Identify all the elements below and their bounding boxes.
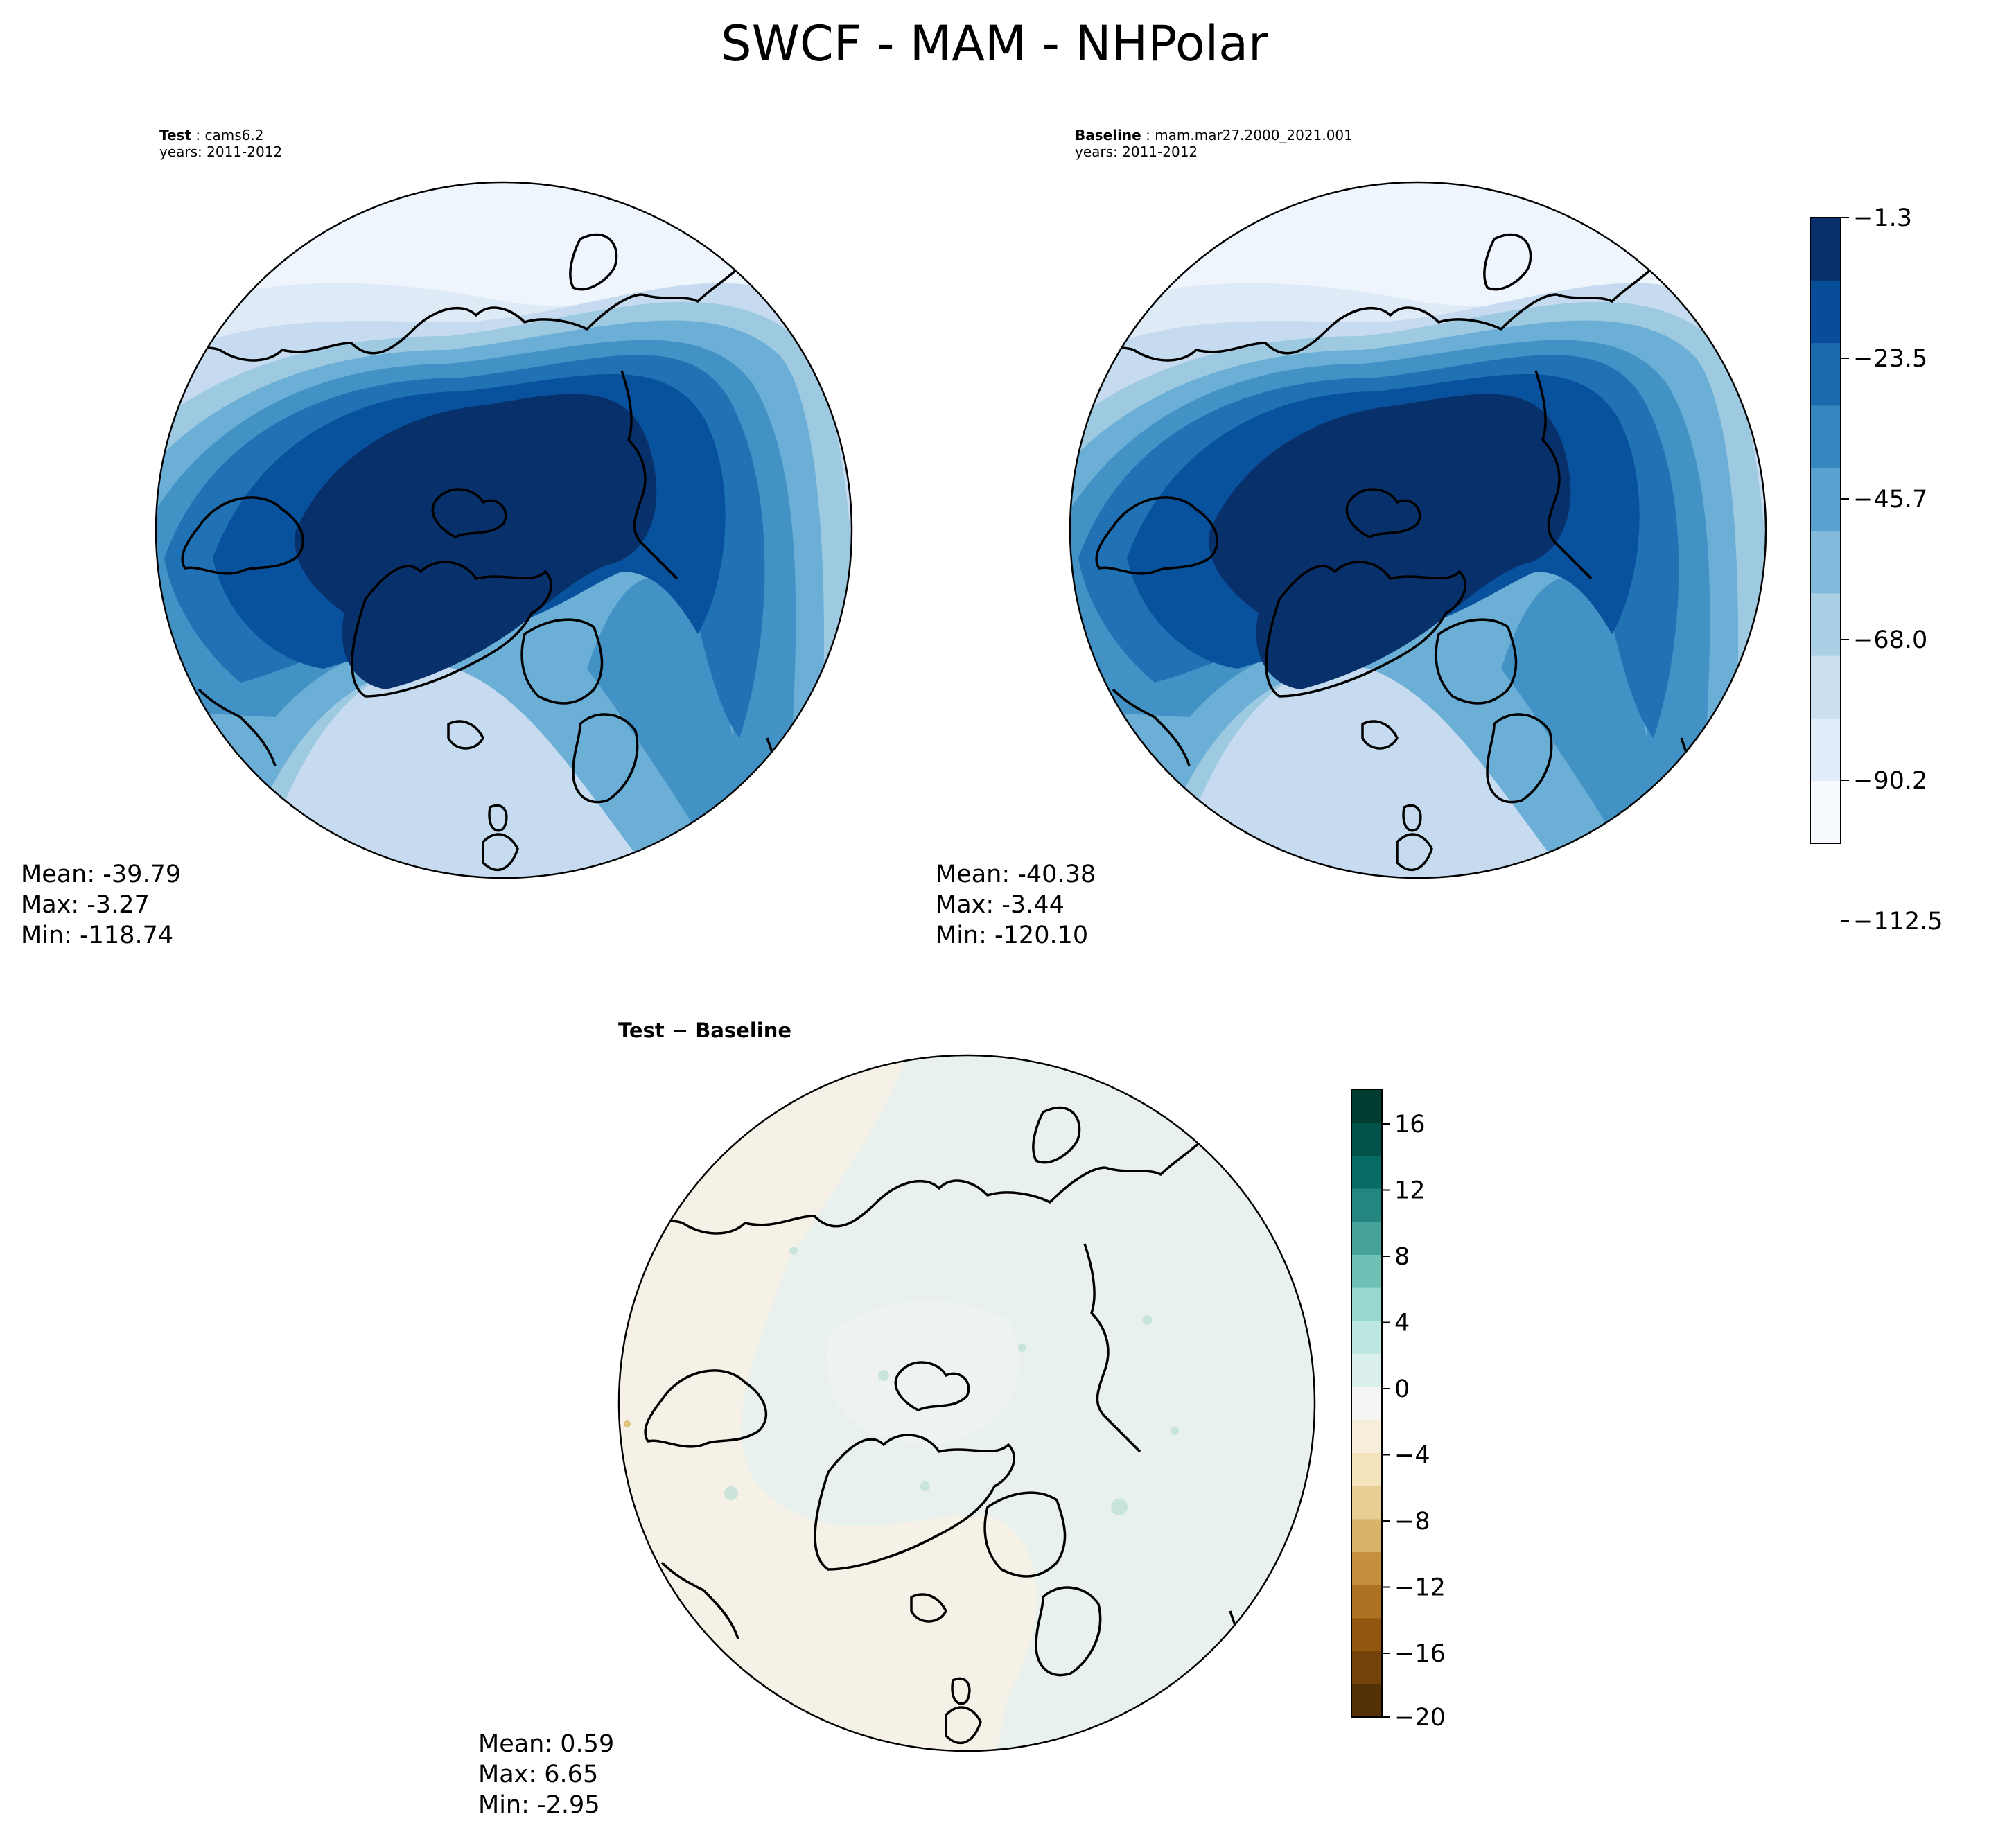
main-colorbar-frame [1810,217,1841,844]
test-title-sep: : [191,127,205,143]
diff-mean: Mean: 0.59 [478,1730,615,1758]
diff-colorbar-swatch [1351,1452,1382,1486]
baseline-title-label: Baseline [1075,127,1141,143]
test-case-name: cams6.2 [204,127,264,143]
diff-colorbar-swatch [1351,1089,1382,1123]
main-colorbar-swatch [1810,718,1841,782]
baseline-mean: Mean: -40.38 [936,861,1096,888]
baseline-case-name: mam.mar27.2000_2021.001 [1155,127,1353,143]
diff-colorbar-swatch [1351,1551,1382,1585]
diff-colorbar-swatch [1351,1387,1382,1420]
diff-colorbar-swatch [1351,1188,1382,1222]
diff-max: Max: 6.65 [478,1761,599,1788]
diff-colorbar: 16 12 8 4 0 −4 −8 −12 −16 −20 [1351,1089,1446,1732]
baseline-title-sep: : [1141,127,1155,143]
figure-title: SWCF - MAM - NHPolar [721,15,1268,72]
diff-min: Min: -2.95 [478,1791,600,1819]
test-map-boundary [155,181,853,879]
diff-colorbar-tick-label: 4 [1394,1310,1410,1337]
main-colorbar-tick-label: −23.5 [1853,345,1927,373]
main-colorbar-swatch [1810,342,1841,406]
diff-colorbar-tick-label: −8 [1394,1508,1430,1535]
diff-colorbar-tick-label: 16 [1394,1111,1426,1138]
baseline-max: Max: -3.44 [936,891,1064,919]
main-colorbar-tick-label: −90.2 [1853,767,1927,795]
test-stats: Mean: -39.79 Max: -3.27 Min: -118.74 [21,859,181,951]
diff-colorbar-tick-label: −12 [1394,1574,1446,1602]
diff-colorbar-tick-label: 0 [1394,1375,1410,1403]
main-colorbar-swatch [1810,592,1841,656]
diff-colorbar-tick-label: −4 [1394,1442,1430,1470]
main-colorbar-swatch [1810,280,1841,344]
test-max: Max: -3.27 [21,891,150,919]
diff-colorbar-swatch [1351,1585,1382,1619]
diff-colorbar-swatch [1351,1684,1382,1718]
diff-colorbar-swatch [1351,1122,1382,1156]
main-colorbar-swatch [1810,780,1841,844]
diff-colorbar-swatch [1351,1486,1382,1520]
main-colorbar-tick-label: −1.3 [1853,204,1912,232]
baseline-map [1070,182,1766,878]
baseline-years: years: 2011-2012 [1075,143,1198,160]
main-colorbar-tick-label: −68.0 [1853,626,1927,654]
diff-colorbar-swatch [1351,1320,1382,1354]
baseline-map-boundary [1069,181,1767,879]
test-map [156,182,852,878]
baseline-min: Min: -120.10 [936,922,1089,949]
diff-colorbar-swatch [1351,1419,1382,1454]
diff-colorbar-tick-label: −16 [1394,1640,1446,1668]
main-colorbar-swatch [1810,655,1841,719]
main-colorbar-swatch [1810,405,1841,468]
diff-colorbar-tick-label: −20 [1394,1704,1446,1732]
test-years: years: 2011-2012 [159,143,283,160]
diff-colorbar-swatch [1351,1155,1382,1189]
test-title-label: Test [159,127,192,143]
main-colorbar: −1.3 −23.5 −45.7 −68.0 −90.2 −112.5 [1810,204,1943,935]
diff-colorbar-tick-label: 12 [1394,1177,1426,1205]
diff-colorbar-frame [1351,1089,1383,1718]
diff-colorbar-tick-label: 8 [1394,1243,1410,1271]
diff-panel-title: Test − Baseline [618,1019,792,1042]
diff-colorbar-swatch [1351,1353,1382,1387]
diff-stats: Mean: 0.59 Max: 6.65 Min: -2.95 [478,1729,614,1820]
baseline-panel-title: Baseline : mam.mar27.2000_2021.001 years… [1075,127,1353,160]
diff-colorbar-swatch [1351,1254,1382,1288]
main-colorbar-tick-label: −45.7 [1853,486,1927,513]
baseline-stats: Mean: -40.38 Max: -3.44 Min: -120.10 [936,859,1096,951]
test-mean: Mean: -39.79 [21,861,182,888]
diff-colorbar-swatch [1351,1518,1382,1553]
test-min: Min: -118.74 [21,922,174,949]
diff-colorbar-swatch [1351,1221,1382,1255]
diff-map-boundary [617,1054,1316,1752]
diff-colorbar-swatch [1351,1287,1382,1321]
test-panel-title: Test : cams6.2 years: 2011-2012 [159,127,282,160]
main-colorbar-swatch [1810,218,1841,281]
main-colorbar-swatch [1810,468,1841,531]
main-colorbar-tick-label: −112.5 [1853,908,1943,935]
diff-colorbar-swatch [1351,1651,1382,1684]
diff-colorbar-swatch [1351,1617,1382,1652]
diff-map [619,1055,1315,1751]
main-colorbar-swatch [1810,530,1841,594]
